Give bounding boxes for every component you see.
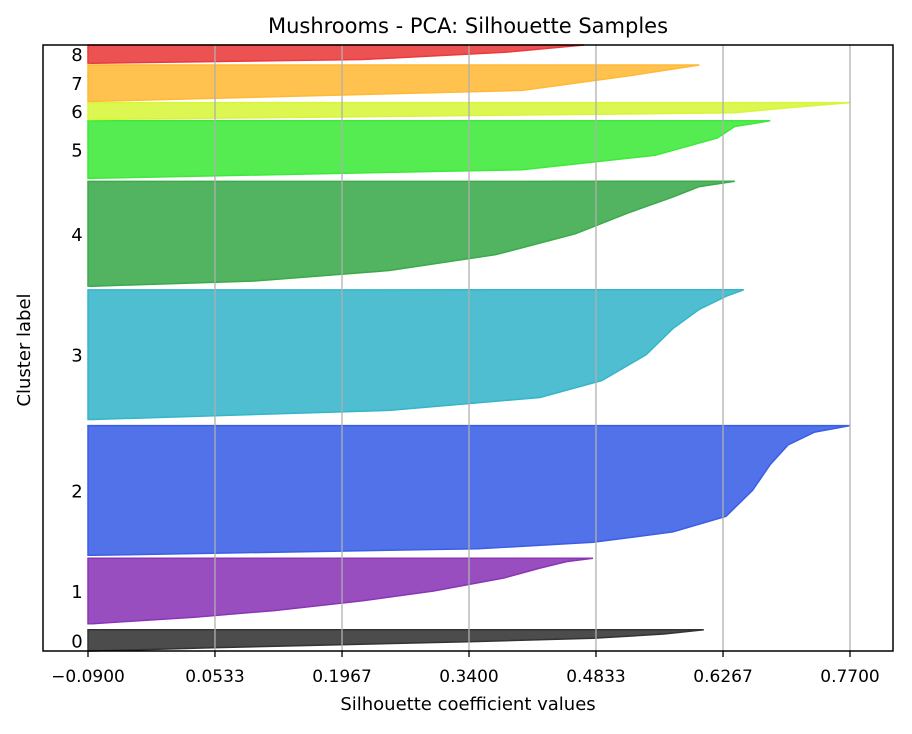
- y-tick-label: 2: [71, 481, 82, 502]
- x-tick-label: 0.4833: [566, 667, 625, 687]
- y-tick-label: 8: [71, 45, 82, 66]
- y-tick-label: 1: [71, 582, 82, 603]
- x-tick-label: 0.6267: [693, 667, 752, 687]
- x-tick-label: 0.0533: [185, 667, 244, 687]
- x-tick-label: 0.7700: [820, 667, 879, 687]
- y-tick-label: 4: [71, 225, 82, 246]
- y-axis: 0 1 2 3 4 5 6 7 8: [71, 45, 82, 652]
- plot-frame: [42, 44, 894, 652]
- plot-area: [87, 44, 851, 652]
- cluster-5-silhouette: [87, 119, 771, 180]
- cluster-0-silhouette: [87, 629, 704, 652]
- x-tick-label: −0.0900: [51, 667, 125, 687]
- x-axis: −0.0900 0.0533 0.1967 0.3400 0.4833 0.6267 0.7…: [51, 651, 880, 687]
- x-tick-label: 0.3400: [439, 667, 498, 687]
- chart-title: Mushrooms - PCA: Silhouette Samples: [268, 14, 668, 38]
- cluster-8-silhouette: [87, 44, 585, 64]
- y-tick-label: 7: [71, 74, 82, 95]
- y-tick-label: 5: [71, 141, 82, 162]
- cluster-7-silhouette: [87, 64, 700, 103]
- y-axis-label: Cluster label: [14, 293, 35, 406]
- y-tick-label: 6: [71, 102, 82, 123]
- x-tick-label: 0.1967: [312, 667, 371, 687]
- cluster-4-silhouette: [87, 180, 735, 287]
- x-axis-label: Silhouette coefficient values: [340, 694, 595, 715]
- grid-lines: [214, 45, 851, 651]
- cluster-1-silhouette: [87, 557, 594, 625]
- y-tick-label: 0: [71, 631, 82, 652]
- y-tick-label: 3: [71, 346, 82, 367]
- cluster-3-silhouette: [87, 289, 744, 421]
